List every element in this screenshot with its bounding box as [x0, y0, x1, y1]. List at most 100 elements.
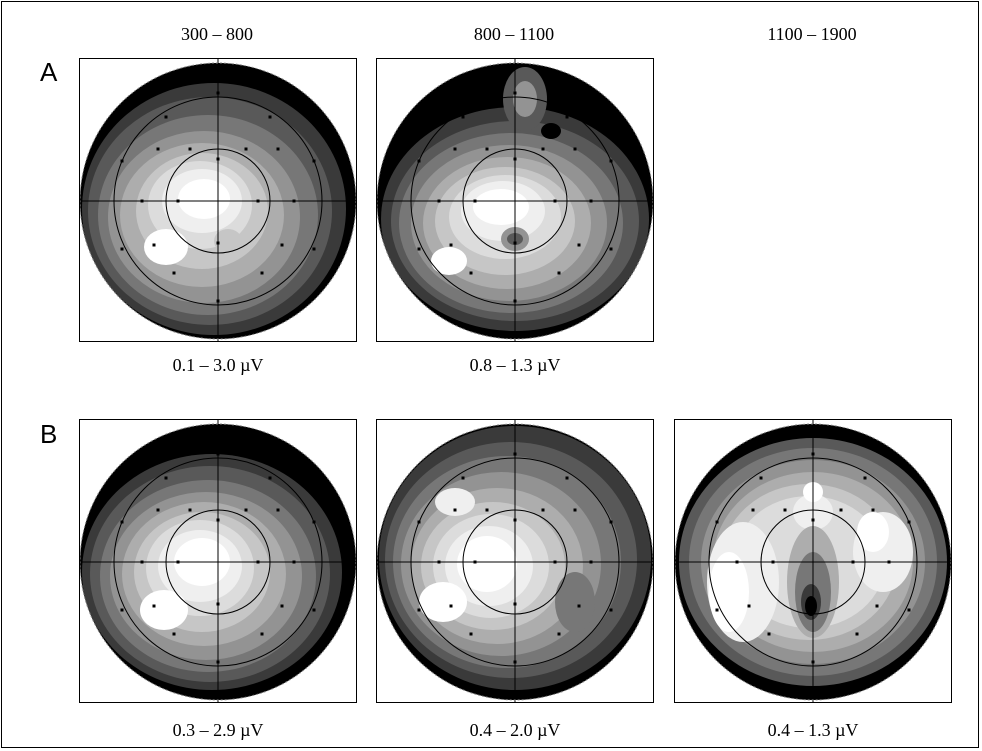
range-label-a-300-800: 0.1 – 3.0 µV — [172, 355, 264, 375]
contour-region — [513, 81, 537, 117]
column-label-300-800: 300 – 800 — [181, 24, 253, 44]
electrode-marker — [260, 632, 264, 636]
contour-region — [435, 488, 475, 516]
electrode-marker — [188, 147, 192, 151]
electrode-marker — [280, 243, 284, 247]
contour-region — [178, 179, 230, 219]
head-outline — [80, 62, 356, 340]
electrode-marker — [485, 147, 489, 151]
electrode-marker — [312, 159, 316, 163]
electrode-marker — [260, 271, 264, 275]
contour-region — [805, 596, 817, 616]
electrode-marker — [292, 199, 296, 203]
outer-reference-circle — [113, 96, 323, 306]
electrode-marker — [573, 147, 577, 151]
contour-region — [709, 552, 749, 632]
head-outline — [80, 423, 356, 701]
electrode-marker — [577, 604, 581, 608]
topomap-svg — [377, 59, 653, 341]
electrode-marker — [437, 199, 441, 203]
electrode-marker — [855, 632, 859, 636]
outer-reference-circle — [410, 457, 620, 667]
electrode-marker — [589, 199, 593, 203]
contour-region — [144, 229, 188, 265]
electrode-marker — [811, 518, 815, 522]
topomap-b-300-800 — [79, 419, 357, 703]
contour-region — [214, 229, 242, 253]
electrode-marker — [609, 520, 613, 524]
electrode-marker — [875, 604, 879, 608]
electrode-marker — [216, 299, 220, 303]
electrode-marker — [811, 602, 815, 606]
electrode-marker — [172, 632, 176, 636]
topomap-svg — [675, 420, 951, 702]
electrode-marker — [907, 520, 911, 524]
electrode-marker — [851, 560, 855, 564]
outer-reference-circle — [708, 457, 918, 667]
electrode-marker — [759, 476, 763, 480]
electrode-marker — [513, 452, 517, 456]
electrode-marker — [735, 560, 739, 564]
electrode-marker — [747, 604, 751, 608]
range-label-a-800-1100: 0.8 – 1.3 µV — [469, 355, 561, 375]
electrode-marker — [469, 271, 473, 275]
electrode-marker — [783, 508, 787, 512]
electrode-marker — [188, 508, 192, 512]
electrode-marker — [715, 520, 719, 524]
electrode-marker — [811, 660, 815, 664]
electrode-marker — [449, 604, 453, 608]
electrode-marker — [473, 199, 477, 203]
electrode-marker — [751, 508, 755, 512]
outer-reference-circle — [113, 457, 323, 667]
electrode-marker — [449, 243, 453, 247]
column-label-1100-1900: 1100 – 1900 — [767, 24, 857, 44]
electrode-marker — [172, 271, 176, 275]
electrode-marker — [811, 452, 815, 456]
topomap-a-300-800 — [79, 58, 357, 342]
electrode-marker — [276, 147, 280, 151]
contour-region — [419, 582, 467, 622]
electrode-marker — [461, 476, 465, 480]
electrode-marker — [513, 660, 517, 664]
inner-reference-circle — [462, 509, 568, 615]
electrode-marker — [609, 159, 613, 163]
topomap-svg — [80, 59, 356, 341]
inner-reference-circle — [462, 148, 568, 254]
electrode-marker — [417, 247, 421, 251]
electrode-marker — [156, 508, 160, 512]
electrode-marker — [256, 199, 260, 203]
electrode-marker — [312, 608, 316, 612]
electrode-marker — [461, 115, 465, 119]
electrode-marker — [573, 508, 577, 512]
column-label-800-1100: 800 – 1100 — [473, 24, 555, 44]
contour-region — [431, 247, 467, 275]
contour-region — [457, 536, 517, 592]
electrode-marker — [256, 560, 260, 564]
electrode-marker — [553, 199, 557, 203]
contour-region — [140, 590, 188, 630]
electrode-marker — [767, 632, 771, 636]
contour-region — [857, 512, 889, 552]
electrode-marker — [312, 520, 316, 524]
electrode-marker — [292, 560, 296, 564]
row-label-a: A — [40, 57, 58, 87]
electrode-marker — [513, 518, 517, 522]
electrode-marker — [839, 508, 843, 512]
electrode-marker — [513, 241, 517, 245]
electrode-marker — [312, 247, 316, 251]
electrode-marker — [120, 159, 124, 163]
electrode-marker — [216, 241, 220, 245]
electrode-marker — [513, 299, 517, 303]
electrode-marker — [557, 271, 561, 275]
electrode-marker — [276, 508, 280, 512]
electrode-marker — [164, 115, 168, 119]
electrode-marker — [216, 452, 220, 456]
electrode-marker — [907, 608, 911, 612]
electrode-marker — [609, 247, 613, 251]
electrode-marker — [120, 520, 124, 524]
electrode-marker — [541, 508, 545, 512]
electrode-marker — [120, 608, 124, 612]
electrode-marker — [469, 632, 473, 636]
electrode-marker — [244, 147, 248, 151]
inner-reference-circle — [165, 148, 271, 254]
